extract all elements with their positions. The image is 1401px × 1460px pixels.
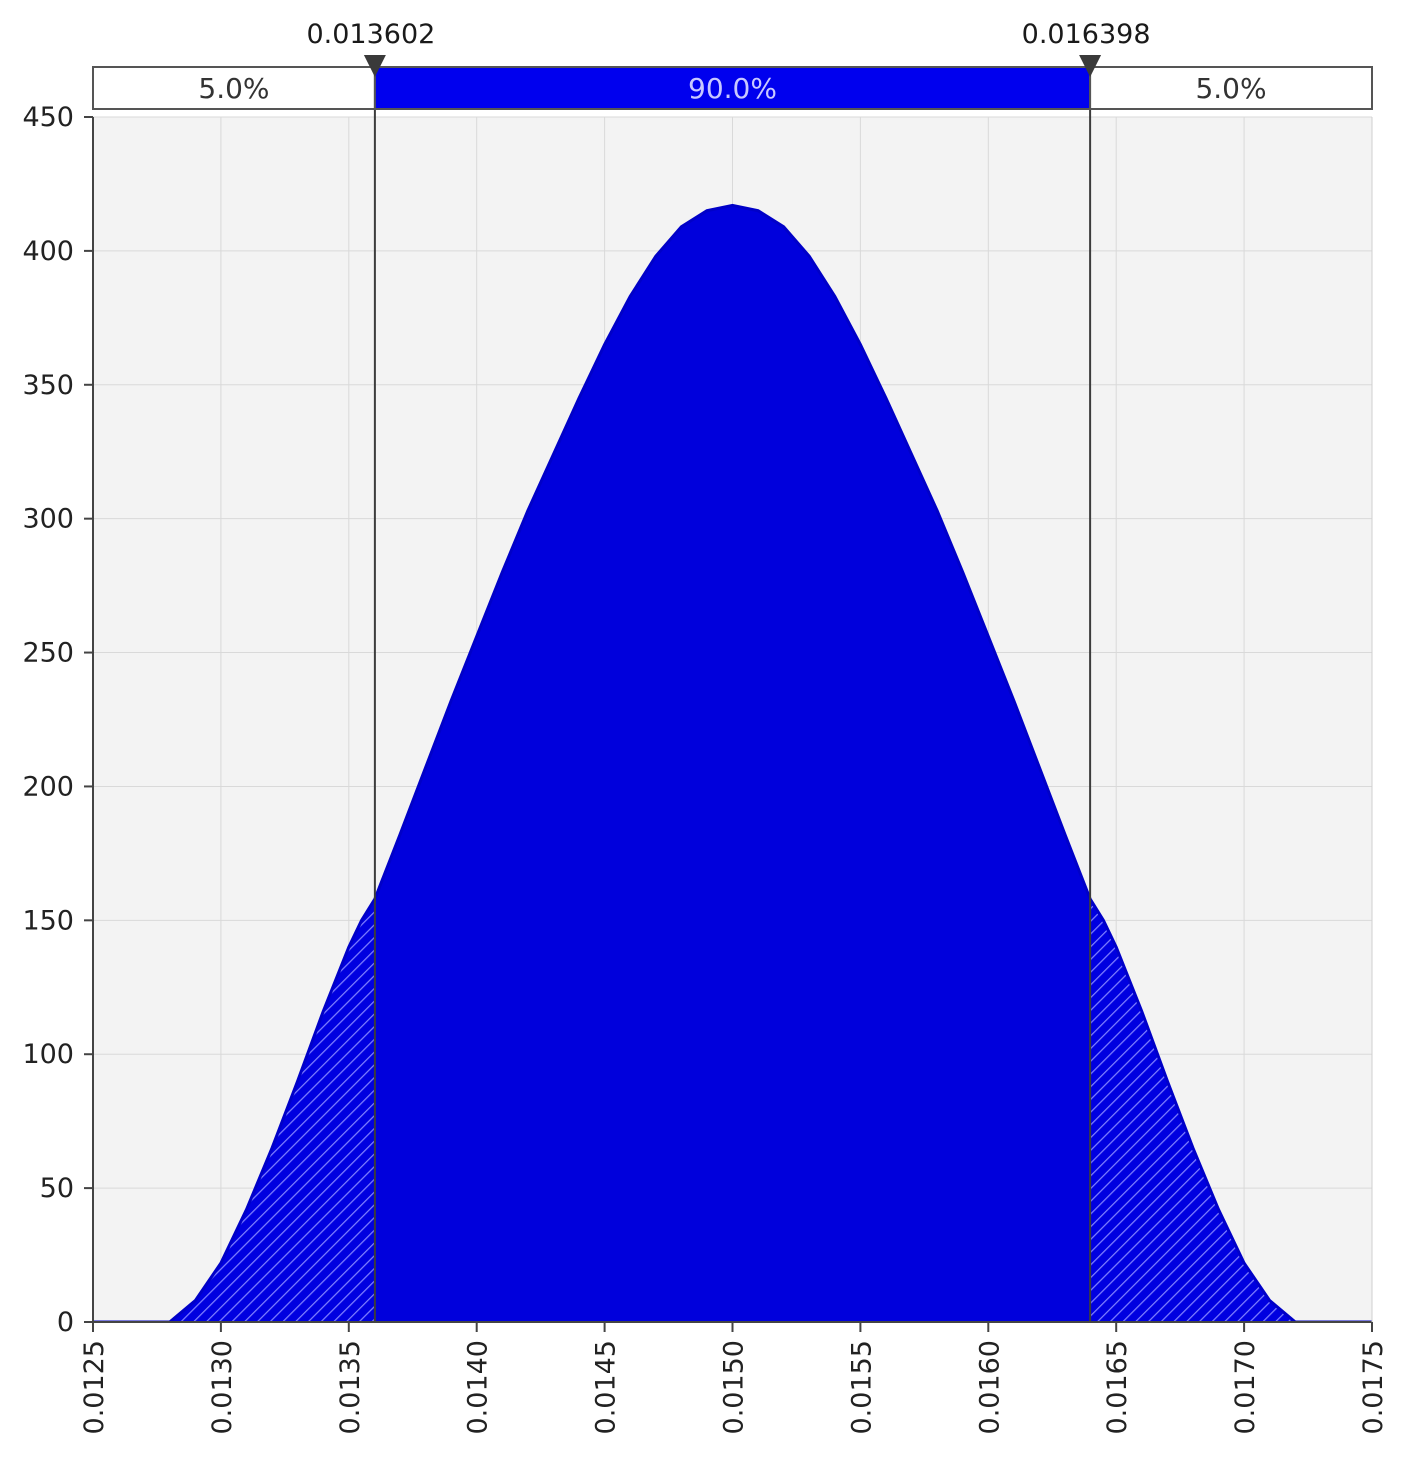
marker-handles: 0.013602 0.016398 bbox=[306, 19, 1151, 77]
x-tick-label: 0.0165 bbox=[1102, 1340, 1133, 1434]
band-center-segment bbox=[373, 66, 1092, 110]
probability-band-bar: 5.0% 90.0% 5.0% bbox=[92, 66, 1373, 110]
y-axis-ticks: 0 50 100 150 200 250 300 350 400 450 bbox=[22, 102, 93, 1338]
band-left-label: 5.0% bbox=[198, 72, 269, 105]
y-tick-label: 150 bbox=[22, 905, 74, 936]
x-tick-label: 0.0150 bbox=[719, 1340, 750, 1434]
left-marker-handle-icon[interactable] bbox=[363, 55, 386, 77]
x-tick-label: 0.0160 bbox=[974, 1340, 1005, 1434]
band-center-label: 90.0% bbox=[688, 72, 777, 105]
density-curve bbox=[93, 203, 1372, 1322]
y-tick-label: 200 bbox=[22, 771, 74, 802]
y-tick-label: 0 bbox=[57, 1307, 74, 1338]
left-marker-value: 0.013602 bbox=[306, 19, 435, 50]
band-right-segment bbox=[1089, 66, 1373, 110]
x-tick-label: 0.0155 bbox=[846, 1340, 877, 1434]
right-marker-value: 0.016398 bbox=[1022, 19, 1151, 50]
y-tick-label: 400 bbox=[22, 236, 74, 267]
y-tick-label: 450 bbox=[22, 102, 74, 133]
area-layer bbox=[93, 203, 1372, 1322]
x-tick-label: 0.0175 bbox=[1358, 1340, 1389, 1434]
y-tick-label: 300 bbox=[22, 504, 74, 535]
marker-layer bbox=[373, 67, 1092, 1322]
x-tick-label: 0.0135 bbox=[335, 1340, 366, 1434]
y-tick-label: 250 bbox=[22, 638, 74, 669]
y-tick-label: 100 bbox=[22, 1039, 74, 1070]
right-marker-handle-icon[interactable] bbox=[1079, 55, 1102, 77]
x-axis-ticks: 0.0125 0.0130 0.0135 0.0140 0.0145 0.0150 0.01… bbox=[79, 1322, 1389, 1434]
center-90-percent-area bbox=[374, 205, 1091, 1322]
left-tail-area bbox=[93, 898, 375, 1322]
band-right-label: 5.0% bbox=[1195, 72, 1266, 105]
y-tick-label: 350 bbox=[22, 370, 74, 401]
right-tail-area bbox=[1090, 898, 1372, 1322]
x-tick-label: 0.0130 bbox=[207, 1340, 238, 1434]
y-tick-label: 50 bbox=[40, 1173, 74, 1204]
x-tick-label: 0.0140 bbox=[463, 1340, 494, 1434]
x-tick-label: 0.0125 bbox=[79, 1340, 110, 1434]
band-left-segment bbox=[92, 66, 376, 110]
x-tick-label: 0.0145 bbox=[591, 1340, 622, 1434]
x-tick-label: 0.0170 bbox=[1230, 1340, 1261, 1434]
